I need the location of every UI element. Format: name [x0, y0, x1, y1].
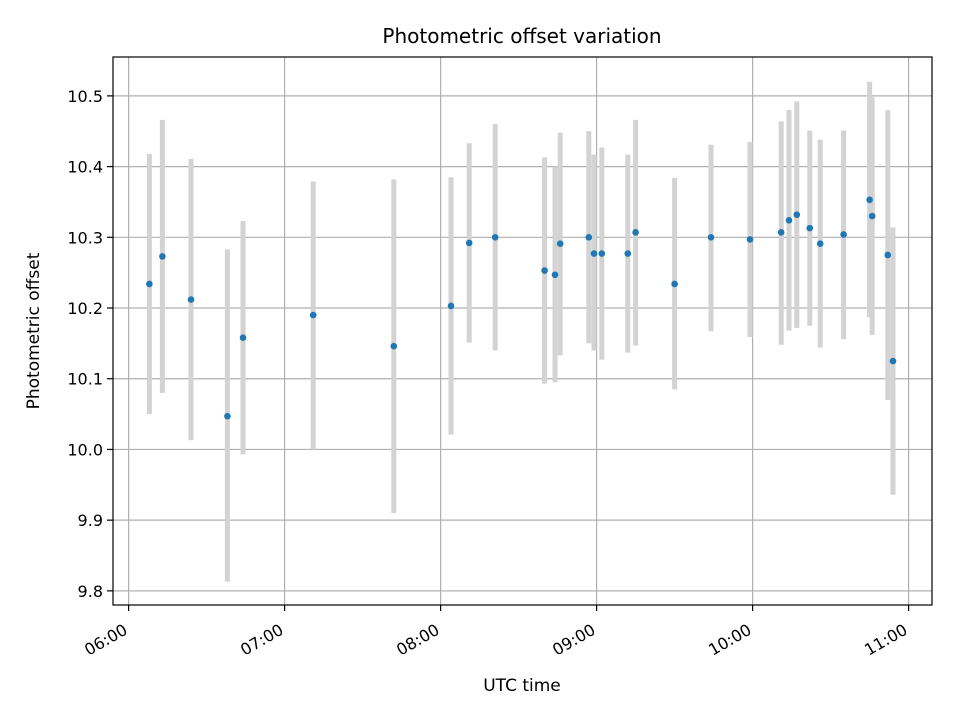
- y-tick-label: 10.4: [67, 158, 103, 177]
- data-point: [465, 239, 473, 247]
- data-point: [491, 234, 499, 241]
- data-point: [632, 229, 639, 236]
- y-tick-label: 10.0: [67, 440, 103, 459]
- data-point: [224, 412, 231, 420]
- data-point: [806, 224, 814, 232]
- data-point: [390, 342, 398, 350]
- data-point: [816, 240, 824, 247]
- data-point: [884, 251, 892, 259]
- data-point: [146, 280, 153, 288]
- data-point: [556, 240, 564, 247]
- data-points: [146, 196, 897, 420]
- data-point: [551, 271, 559, 279]
- data-point: [746, 236, 754, 243]
- data-point: [598, 250, 606, 257]
- x-tick-label: 07:00: [237, 620, 286, 660]
- data-point: [793, 211, 801, 218]
- y-axis-title: Photometric offset: [24, 252, 44, 409]
- x-tick-label: 08:00: [393, 620, 442, 660]
- y-tick-label: 9.9: [78, 511, 103, 530]
- data-point: [541, 267, 548, 274]
- data-point: [590, 250, 598, 257]
- data-point: [159, 253, 166, 260]
- data-point: [447, 302, 455, 310]
- data-point: [866, 196, 873, 204]
- data-point: [868, 212, 876, 220]
- x-axis: 06:00 07:00 08:00 09:00 10:00 11:00: [81, 605, 911, 660]
- data-point: [585, 234, 593, 241]
- data-point: [671, 280, 678, 288]
- x-tick-label: 10:00: [705, 620, 754, 660]
- data-point: [889, 357, 897, 365]
- data-point: [777, 229, 785, 236]
- x-tick-label: 06:00: [81, 620, 130, 660]
- data-point: [309, 311, 317, 319]
- y-tick-label: 10.2: [67, 299, 103, 318]
- y-tick-label: 10.5: [67, 87, 103, 106]
- data-point: [707, 234, 715, 241]
- data-point: [785, 217, 793, 224]
- x-tick-label: 11:00: [861, 620, 910, 660]
- y-tick-label: 10.3: [67, 228, 103, 247]
- data-point: [187, 296, 195, 303]
- y-tick-label: 9.8: [78, 582, 103, 601]
- x-axis-title: UTC time: [483, 676, 561, 696]
- chart-title: Photometric offset variation: [382, 24, 661, 48]
- y-axis: 9.8 9.9 10.0 10.1 10.2 10.3 10.4 10.5: [67, 87, 113, 601]
- data-point: [239, 334, 247, 342]
- y-tick-label: 10.1: [67, 370, 103, 389]
- data-point: [840, 231, 847, 238]
- data-point: [624, 250, 632, 257]
- plot-area-frame: [112, 56, 933, 606]
- error-bars: [146, 81, 896, 582]
- x-tick-label: 09:00: [549, 620, 598, 660]
